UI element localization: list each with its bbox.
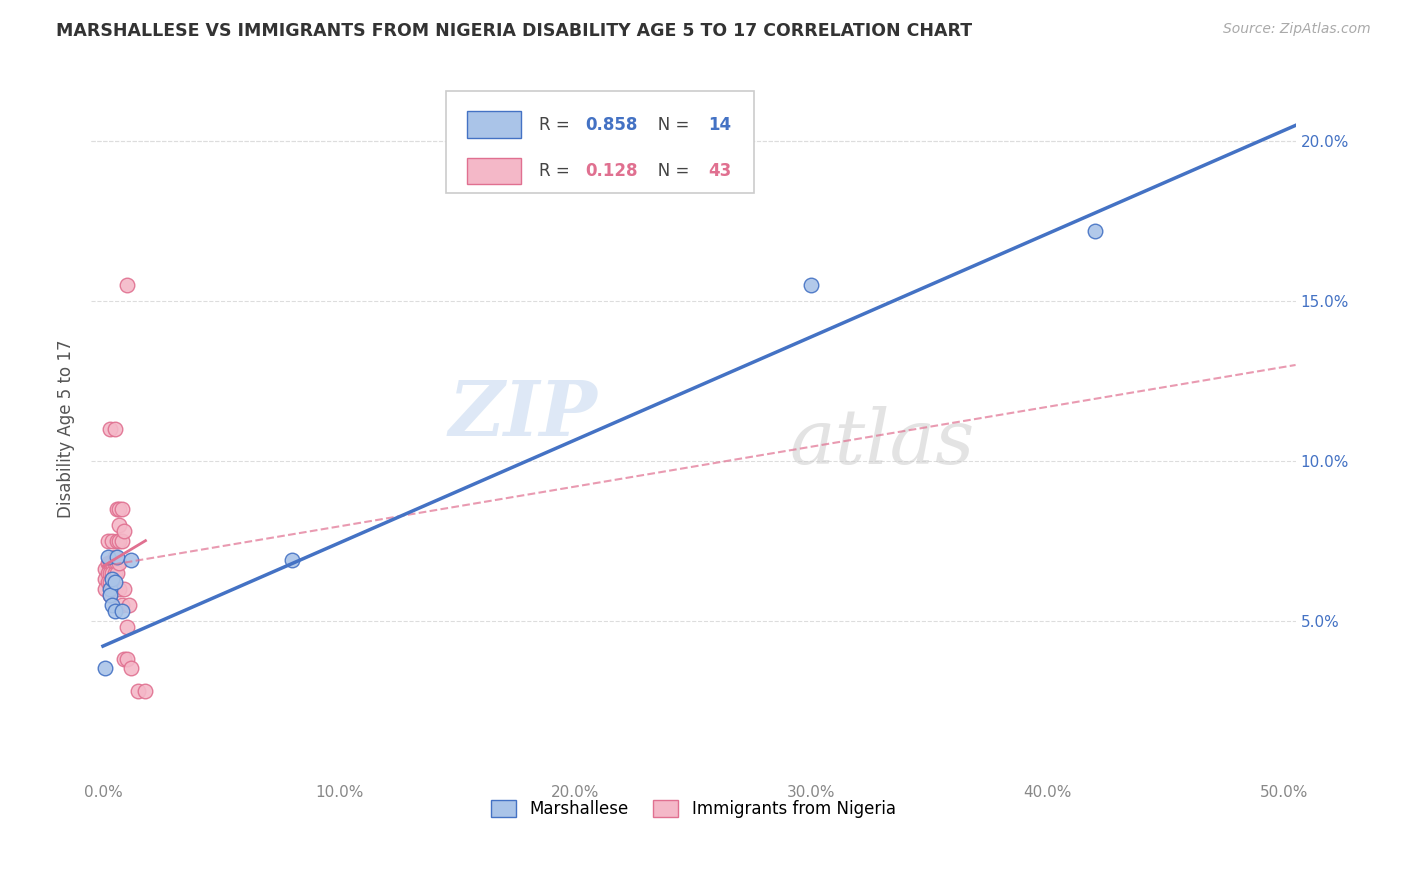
Point [104,566,127,580]
Point [108,501,131,516]
Point [111,604,134,618]
Y-axis label: Disability Age 5 to 17: Disability Age 5 to 17 [58,340,75,518]
Point [104,556,127,570]
Text: atlas: atlas [790,406,976,480]
Point [115,620,138,634]
Point [101,533,124,548]
Point [104,582,127,596]
Point [112,652,135,666]
Point [134,683,156,698]
Point [104,604,127,618]
Point [101,582,124,596]
Point [127,683,149,698]
Point [105,501,128,516]
Text: R =: R = [538,116,575,134]
Point [94,562,117,576]
Point [101,566,124,580]
Point [98,566,121,580]
Point [104,422,127,436]
Point [120,553,142,567]
Text: R =: R = [538,162,575,180]
Point [98,582,121,596]
Bar [467,112,522,138]
Point [800,278,823,293]
Text: N =: N = [641,162,695,180]
Point [111,598,134,612]
Text: Source: ZipAtlas.com: Source: ZipAtlas.com [1223,22,1371,37]
Point [101,556,124,570]
Point [101,572,124,586]
Point [105,566,128,580]
FancyBboxPatch shape [447,92,754,194]
Legend: Marshallese, Immigrants from Nigeria: Marshallese, Immigrants from Nigeria [484,793,903,825]
Point [108,533,131,548]
Text: 43: 43 [707,162,731,180]
Point [1084,224,1107,238]
Point [104,575,127,590]
Point [115,652,138,666]
Text: ZIP: ZIP [449,378,598,452]
Point [112,582,135,596]
Point [97,575,120,590]
Point [94,572,117,586]
Point [105,556,128,570]
Point [111,501,134,516]
Point [97,556,120,570]
Point [98,575,121,590]
Point [98,422,121,436]
Text: 0.128: 0.128 [585,162,637,180]
Point [111,533,134,548]
Point [98,588,121,602]
Point [98,588,121,602]
Point [105,533,128,548]
Point [281,553,304,567]
Point [94,582,117,596]
Point [108,556,131,570]
Point [97,533,120,548]
Point [101,598,124,612]
Point [108,582,131,596]
Point [94,661,117,675]
Text: 0.858: 0.858 [585,116,637,134]
Point [105,549,128,564]
Point [98,556,121,570]
Bar [467,158,522,185]
Point [104,549,127,564]
Text: N =: N = [641,116,695,134]
Point [115,278,138,293]
Point [112,524,135,538]
Text: 14: 14 [707,116,731,134]
Text: MARSHALLESE VS IMMIGRANTS FROM NIGERIA DISABILITY AGE 5 TO 17 CORRELATION CHART: MARSHALLESE VS IMMIGRANTS FROM NIGERIA D… [56,22,973,40]
Point [97,566,120,580]
Point [97,549,120,564]
Point [108,517,131,532]
Point [120,661,142,675]
Point [118,598,141,612]
